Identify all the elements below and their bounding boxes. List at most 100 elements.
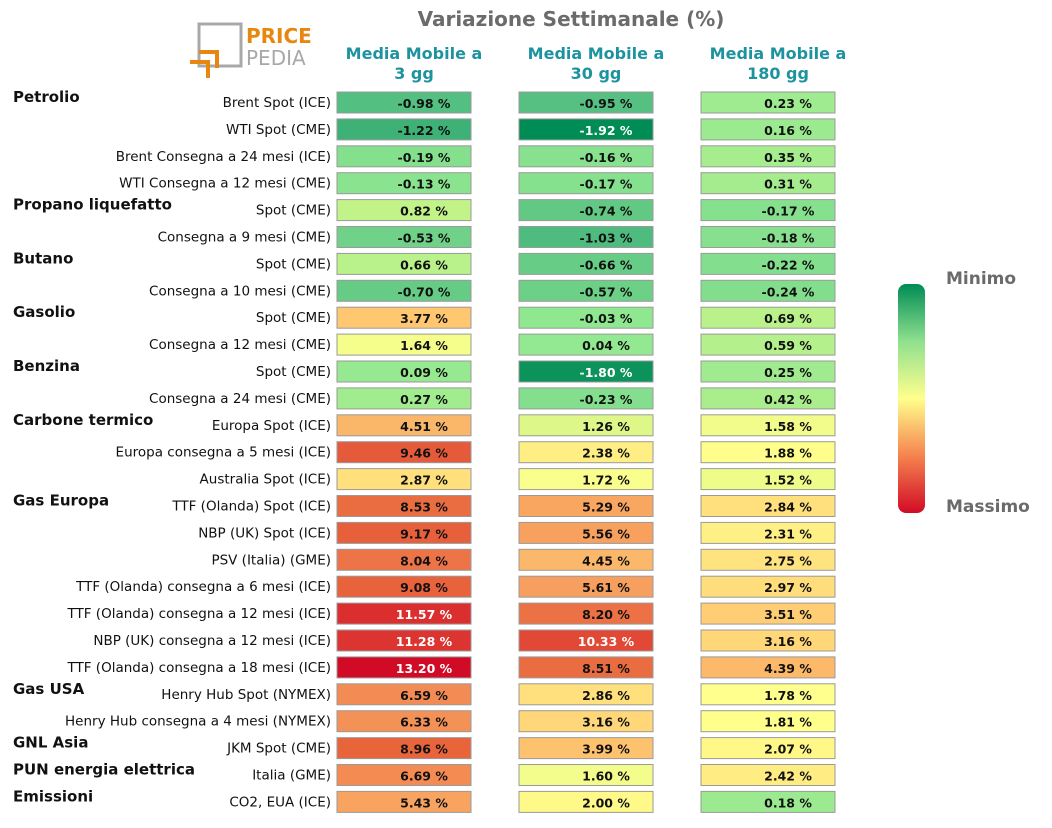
cell-value-label: 9.46 %: [400, 446, 448, 461]
cell-value-label: 2.38 %: [582, 446, 630, 461]
heatmap-cell: [700, 790, 836, 813]
heatmap-cell: [700, 656, 836, 679]
cell-value-label: 6.33 %: [400, 715, 448, 730]
cell-value-label: -0.95 %: [580, 96, 633, 111]
cell-value-label: 10.33 %: [578, 634, 635, 649]
heatmap-cell: [518, 602, 654, 625]
heatmap-cell: [336, 172, 472, 195]
table-row: Benzina Spot (CME) 0.09 % -1.80 % 0.25 %: [13, 357, 836, 383]
heatmap-cell: [700, 145, 836, 168]
cell-value-label: 2.86 %: [582, 688, 630, 703]
heatmap-cell: [700, 495, 836, 517]
table-row: Propano liquefatto Spot (CME) 0.82 % -0.74 …: [13, 196, 836, 222]
heatmap-cell: [336, 226, 472, 248]
heatmap-cell: [518, 279, 654, 302]
logo-text-pedia: PEDIA: [246, 46, 306, 70]
row-label: NBP (UK) consegna a 12 mesi (ICE): [93, 633, 331, 649]
heatmap-cell: [336, 306, 472, 329]
row-label: TTF (Olanda) consegna a 6 mesi (ICE): [75, 579, 331, 595]
table-row: Petrolio Brent Spot (ICE) -0.98 % -0.95 % 0.…: [13, 88, 836, 114]
cell-value-label: 5.29 %: [582, 500, 630, 515]
heatmap-cell: [518, 118, 654, 141]
cell-value-label: 0.31 %: [764, 177, 812, 192]
cell-value-label: 1.58 %: [764, 419, 812, 434]
cell-value-label: 0.82 %: [400, 204, 448, 219]
pricepedia-logo: PRICE PEDIA: [190, 22, 312, 78]
table-row: Brent Consegna a 24 mesi (ICE) -0.19 % -0.…: [116, 145, 836, 168]
heatmap-cell: [336, 441, 472, 464]
heatmap-cell: [700, 199, 836, 222]
cell-value-label: 0.16 %: [764, 123, 812, 138]
cell-value-label: 8.51 %: [582, 661, 630, 676]
heatmap-cell: [518, 548, 654, 571]
cell-value-label: -1.92 %: [580, 123, 633, 138]
heatmap-cell: [700, 306, 836, 329]
row-label: Europa Spot (ICE): [212, 418, 331, 434]
group-label: Emissioni: [13, 787, 93, 805]
row-label: CO2, EUA (ICE): [229, 794, 331, 810]
heatmap-cell: [700, 575, 836, 598]
table-row: PSV (Italia) (GME) 8.04 % 4.45 % 2.75 %: [211, 548, 836, 571]
cell-value-label: 0.25 %: [764, 365, 812, 380]
heatmap-cell: [518, 656, 654, 679]
cell-value-label: 9.08 %: [400, 580, 448, 595]
group-label: Carbone termico: [13, 411, 153, 429]
cell-value-label: 2.87 %: [400, 473, 448, 488]
cell-value-label: 2.84 %: [764, 500, 812, 515]
cell-value-label: 1.78 %: [764, 688, 812, 703]
cell-value-label: 0.42 %: [764, 392, 812, 407]
group-label: Gas USA: [13, 680, 85, 698]
cell-value-label: 1.52 %: [764, 473, 812, 488]
cell-value-label: 0.59 %: [764, 338, 812, 353]
cell-value-label: -0.19 %: [398, 150, 451, 165]
heatmap-cell: [518, 521, 654, 544]
cell-value-label: 13.20 %: [396, 661, 453, 676]
heatmap-cell: [700, 602, 836, 625]
heatmap-cell: [336, 737, 472, 760]
table-row: Henry Hub consegna a 4 mesi (NYMEX) 6.33 …: [65, 710, 836, 733]
table-row: Consegna a 9 mesi (CME) -0.53 % -1.03 % -0.…: [158, 226, 836, 248]
heatmap-cell: [336, 468, 472, 491]
heatmap-cell: [336, 414, 472, 437]
heatmap-cell: [518, 737, 654, 760]
cell-value-label: 1.88 %: [764, 446, 812, 461]
heatmap-cell: [336, 118, 472, 141]
heatmap-cell: [700, 468, 836, 491]
row-label: Italia (GME): [252, 768, 331, 784]
heatmap-cell: [518, 91, 654, 114]
cell-value-label: 9.17 %: [400, 526, 448, 541]
cell-value-label: 6.59 %: [400, 688, 448, 703]
legend-max-label: Massimo: [946, 497, 1030, 517]
column-header: Media Mobile a 30 gg: [528, 44, 665, 83]
table-row: Gas USA Henry Hub Spot (NYMEX) 6.59 % 2.86 …: [13, 680, 836, 706]
heatmap-cell: [336, 710, 472, 733]
row-label: Australia Spot (ICE): [200, 472, 331, 488]
cell-value-label: 0.18 %: [764, 795, 812, 810]
cell-value-label: 3.51 %: [764, 607, 812, 622]
heatmap-cell: [700, 91, 836, 114]
heatmap-rows: Petrolio Brent Spot (ICE) -0.98 % -0.95 % 0.…: [13, 88, 836, 813]
table-row: Consegna a 24 mesi (CME) 0.27 % -0.23 % 0.4…: [149, 387, 836, 410]
heatmap-cell: [336, 790, 472, 813]
cell-value-label: 4.51 %: [400, 419, 448, 434]
cell-value-label: 0.27 %: [400, 392, 448, 407]
cell-value-label: 8.53 %: [400, 500, 448, 515]
cell-value-label: 11.57 %: [396, 607, 453, 622]
row-label: Spot (CME): [256, 256, 331, 272]
cell-value-label: -0.23 %: [580, 392, 633, 407]
heatmap-cell: [336, 333, 472, 356]
table-row: TTF (Olanda) consegna a 12 mesi (ICE) 11.…: [67, 602, 836, 625]
color-legend: Minimo Massimo: [898, 269, 1030, 517]
row-label: TTF (Olanda) consegna a 12 mesi (ICE): [67, 606, 332, 622]
cell-value-label: -0.74 %: [580, 204, 633, 219]
cell-value-label: 0.04 %: [582, 338, 630, 353]
heatmap-cell: [700, 629, 836, 652]
chart-title: Variazione Settimanale (%): [418, 7, 725, 31]
legend-color-bar: [898, 284, 925, 513]
heatmap-cell: [700, 118, 836, 141]
table-row: Consegna a 10 mesi (CME) -0.70 % -0.57 % -0…: [149, 279, 836, 302]
heatmap-cell: [518, 710, 654, 733]
